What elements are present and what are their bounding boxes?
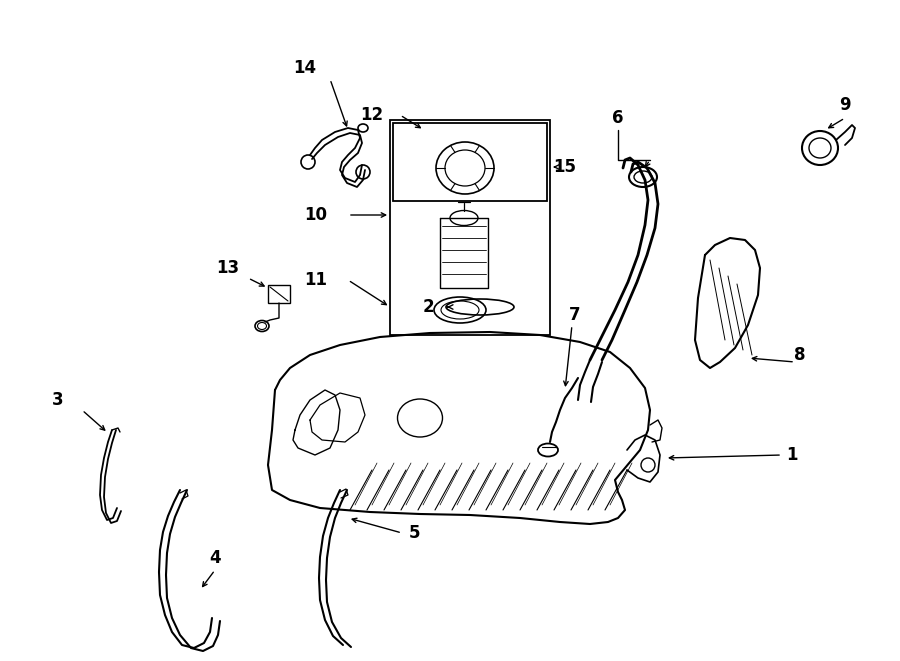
Text: 2: 2 [422, 298, 434, 316]
Text: 4: 4 [209, 549, 220, 567]
Text: 5: 5 [410, 524, 421, 542]
Bar [393, 123, 547, 201]
Text: 9: 9 [839, 96, 850, 114]
Text: 14: 14 [293, 59, 317, 77]
Text: 8: 8 [794, 346, 806, 364]
Text: 13: 13 [216, 259, 239, 277]
Text: 1: 1 [787, 446, 797, 464]
Text: 6: 6 [612, 109, 624, 127]
Text: 15: 15 [554, 158, 577, 176]
Bar [390, 120, 550, 335]
Text: 12: 12 [360, 106, 383, 124]
Text: 3: 3 [52, 391, 64, 409]
Bar [268, 285, 290, 303]
Text: 11: 11 [304, 271, 328, 289]
Text: 7: 7 [569, 306, 580, 324]
Text: 10: 10 [304, 206, 328, 224]
